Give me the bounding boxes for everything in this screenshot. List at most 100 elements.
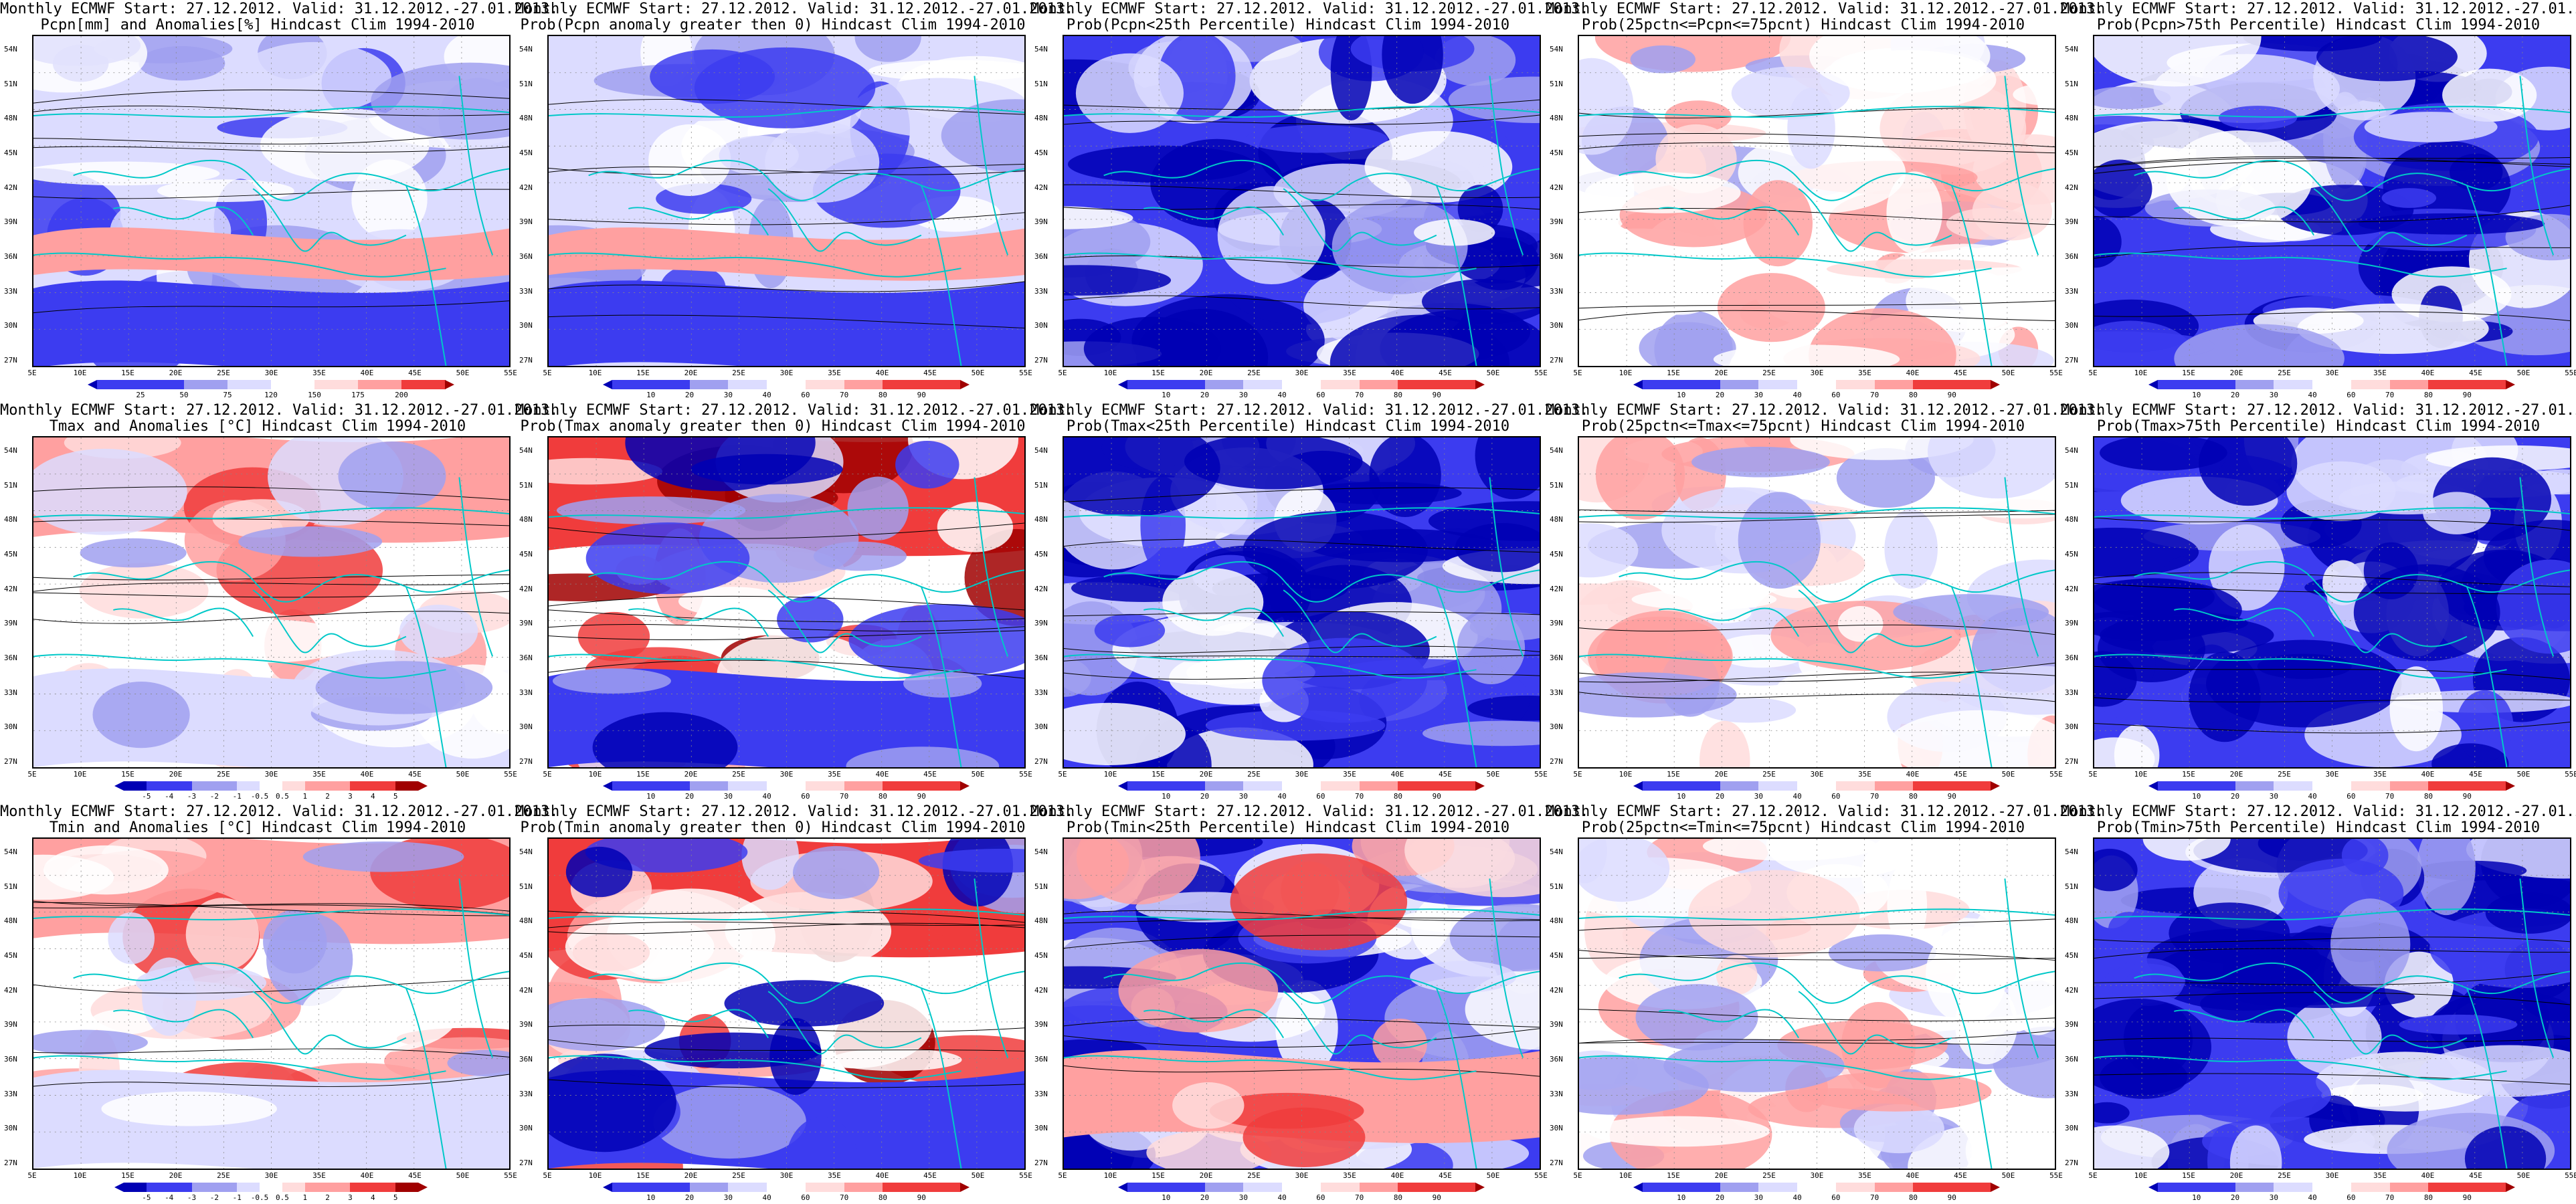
longitude-label: 30E bbox=[1295, 369, 1309, 377]
contour-line bbox=[33, 300, 509, 314]
color-bar-label: -0.5 bbox=[250, 1193, 269, 1202]
map-canvas bbox=[1579, 437, 2055, 767]
longitude-label: 5E bbox=[1058, 770, 1067, 779]
map-canvas bbox=[549, 36, 1024, 366]
longitude-label: 5E bbox=[1573, 1171, 1582, 1180]
coastline bbox=[628, 206, 769, 236]
shading-blob bbox=[2358, 213, 2545, 235]
latitude-label: 45N bbox=[519, 951, 533, 960]
latitude-label: 45N bbox=[4, 148, 17, 157]
color-bar-swatch bbox=[1282, 1183, 1321, 1192]
color-bar-label: 30 bbox=[2269, 391, 2278, 399]
longitude-label: 15E bbox=[1667, 1171, 1680, 1180]
coastline bbox=[767, 188, 922, 252]
color-bar-label: -3 bbox=[187, 792, 197, 801]
longitude-label: 55E bbox=[1019, 770, 1032, 779]
shading-blob bbox=[1422, 720, 1540, 746]
color-bar-low-arrow bbox=[2148, 380, 2158, 389]
color-bar-swatch bbox=[214, 1183, 238, 1192]
color-bar-label: 80 bbox=[878, 792, 888, 801]
color-bar-label: 60 bbox=[1316, 391, 1325, 399]
longitude-label: 25E bbox=[1762, 1171, 1776, 1180]
coastline bbox=[2466, 185, 2508, 366]
coastline bbox=[920, 185, 962, 366]
contour-line bbox=[33, 582, 509, 592]
color-bar-label: 60 bbox=[2347, 792, 2356, 801]
coastline bbox=[458, 477, 494, 657]
latitude-label: 27N bbox=[4, 1159, 17, 1167]
latitude-label: 30N bbox=[4, 722, 17, 732]
color-bar-swatch bbox=[2274, 781, 2313, 791]
coastline bbox=[1579, 106, 2055, 118]
longitude-label: 35E bbox=[1858, 770, 1871, 779]
longitude-label: 15E bbox=[121, 369, 134, 377]
latitude-label: 33N bbox=[519, 286, 533, 296]
coastline bbox=[549, 252, 961, 278]
latitude-label: 54N bbox=[519, 45, 533, 54]
longitude-label: 50E bbox=[2516, 1171, 2531, 1180]
longitude-label: 35E bbox=[828, 770, 841, 779]
color-bar-swatch bbox=[237, 1183, 260, 1192]
shading-blob bbox=[1217, 186, 1325, 284]
shading-blob bbox=[1886, 171, 1942, 254]
panel-title: Monthly ECMWF Start: 27.12.2012. Valid: … bbox=[515, 1, 1074, 17]
coastline bbox=[2094, 1055, 2507, 1080]
longitude-label: 20E bbox=[1714, 770, 1728, 779]
coastline bbox=[2466, 987, 2508, 1169]
color-bar bbox=[114, 781, 428, 791]
latitude-label: 36N bbox=[2065, 1055, 2078, 1064]
shading-blob bbox=[1064, 702, 1186, 766]
color-bar-label: 75 bbox=[223, 391, 232, 399]
shading-blob bbox=[33, 161, 220, 186]
longitude-label: 30E bbox=[2325, 369, 2339, 377]
color-bar-swatch bbox=[124, 1183, 147, 1192]
color-bar-swatch bbox=[2235, 1183, 2274, 1192]
longitude-label: 40E bbox=[1390, 369, 1404, 377]
latitude-label: 45N bbox=[4, 550, 17, 559]
coastline bbox=[1579, 908, 2055, 920]
map-plot bbox=[547, 837, 1026, 1170]
shading-blob bbox=[1067, 145, 1255, 183]
color-bar-low-arrow bbox=[114, 1183, 124, 1192]
color-bar-label: 30 bbox=[723, 391, 733, 399]
shading-blob bbox=[1331, 199, 1468, 294]
forecast-panel: Monthly ECMWF Start: 27.12.2012. Valid: … bbox=[2061, 803, 2576, 1204]
shading-blob bbox=[2174, 324, 2344, 366]
longitude-label: 40E bbox=[1906, 770, 1920, 779]
shading-blob bbox=[1717, 273, 1825, 342]
color-bar bbox=[114, 1183, 428, 1192]
color-bar-swatch bbox=[1797, 380, 1837, 389]
contour-line bbox=[2094, 1037, 2570, 1042]
color-bar-label: 0.5 bbox=[275, 1193, 289, 1202]
latitude-label: 48N bbox=[519, 515, 533, 524]
map-plot bbox=[1578, 35, 2056, 367]
coastline bbox=[2004, 477, 2039, 657]
color-bar-label: 60 bbox=[1831, 1193, 1841, 1202]
shading-blob bbox=[2094, 1102, 2130, 1124]
contour-line bbox=[549, 163, 1024, 175]
latitude-label: 27N bbox=[1034, 1159, 1048, 1167]
shading-blob bbox=[903, 670, 982, 698]
coastline bbox=[1798, 188, 1952, 252]
longitude-label: 20E bbox=[1199, 770, 1213, 779]
latitude-label: 30N bbox=[1034, 321, 1048, 330]
color-bar-swatch bbox=[767, 781, 806, 791]
coastline bbox=[1064, 106, 1540, 118]
color-bar-label: 90 bbox=[1432, 391, 1441, 399]
color-bar-label: 50 bbox=[179, 391, 189, 399]
shading-blob bbox=[1230, 853, 1408, 950]
color-bar-swatch bbox=[805, 1183, 845, 1192]
latitude-label: 45N bbox=[1550, 951, 1563, 960]
coastline bbox=[974, 878, 1009, 1058]
forecast-panel: Monthly ECMWF Start: 27.12.2012. Valid: … bbox=[2061, 401, 2576, 803]
map-canvas bbox=[33, 36, 509, 366]
latitude-label: 30N bbox=[519, 321, 533, 330]
shading-blob bbox=[263, 910, 327, 974]
color-bar-label: 10 bbox=[1677, 792, 1686, 801]
latitude-label: 54N bbox=[2065, 847, 2078, 856]
contour-line bbox=[2094, 156, 2570, 167]
coastline bbox=[920, 586, 962, 767]
latitude-label: 36N bbox=[4, 654, 17, 662]
coastline bbox=[252, 991, 407, 1055]
shading-blob bbox=[1094, 613, 1166, 647]
